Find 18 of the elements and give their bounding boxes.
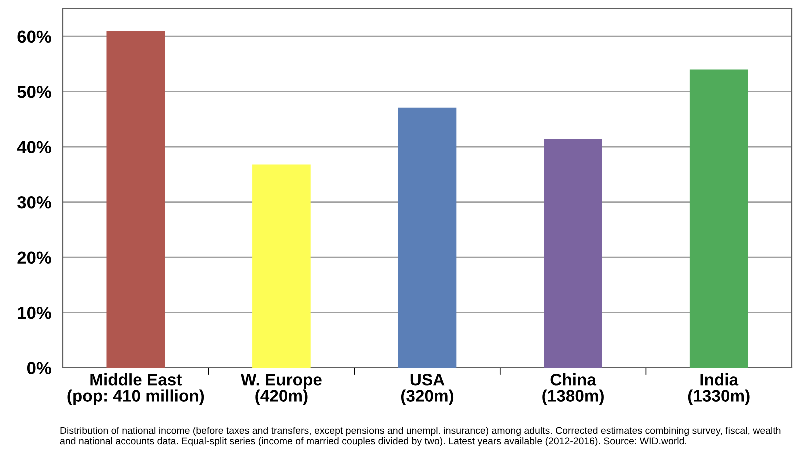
bar — [106, 31, 166, 368]
y-tick-label: 40% — [17, 141, 52, 154]
y-tick-label: 0% — [27, 362, 52, 374]
bar — [690, 70, 748, 368]
y-tick-label: 60% — [18, 30, 52, 44]
y-tick-label: 30% — [18, 196, 52, 209]
bar — [398, 108, 457, 368]
x-tick-label: W. Europe (420m) — [240, 374, 322, 406]
x-tick-label: China (1380m) — [542, 374, 604, 406]
text: Distribution of national income (before taxes and transfers, except pensions and unempl. insurance) among adults. Corrected estimates combining survey, fiscal, wealth and national accounts data. Equal-split series (income of married couples divided by two). Latest years available (2012-2016). Source: WID.world. — [60, 427, 781, 447]
x-tick-label: Middle East (pop: 410 million) — [68, 374, 204, 406]
bar — [252, 164, 311, 368]
y-tick-label: 10% — [18, 306, 52, 320]
bar — [544, 139, 602, 368]
y-tick-label: 20% — [18, 252, 52, 264]
x-tick-label: USA (320m) — [401, 374, 454, 406]
x-tick-label: India (1330m) — [688, 374, 750, 406]
y-tick-label: 50% — [18, 86, 52, 98]
